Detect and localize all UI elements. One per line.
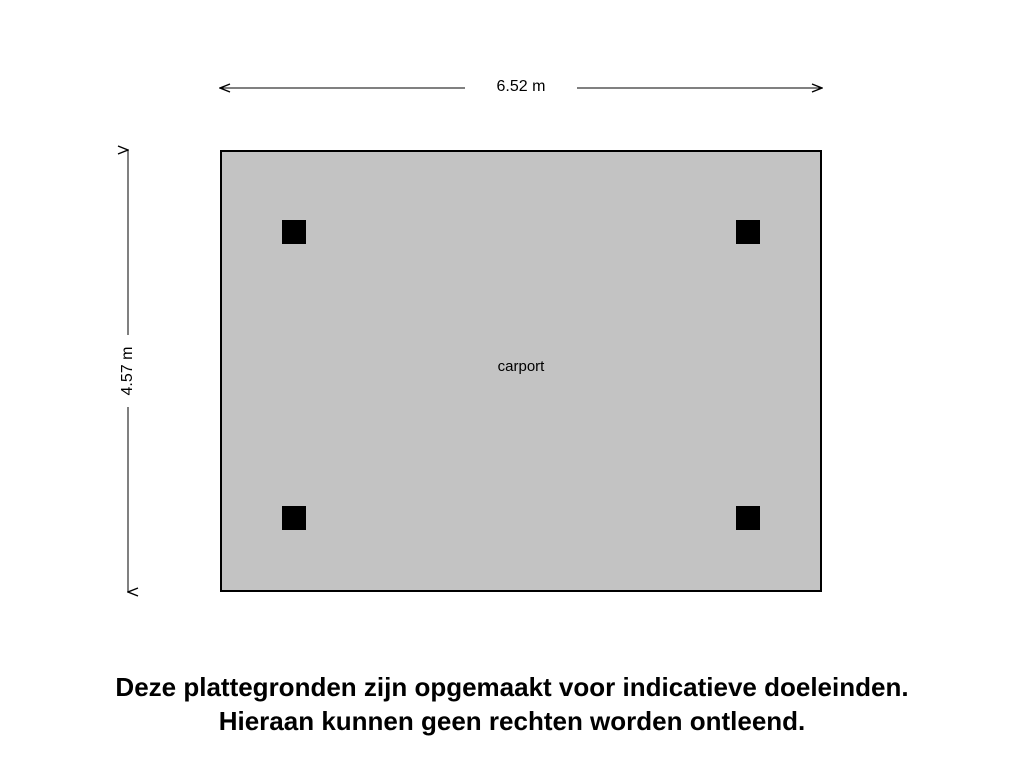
disclaimer-line2: Hieraan kunnen geen rechten worden ontle…: [0, 704, 1024, 738]
dimension-width-label: 6.52 m: [465, 78, 577, 96]
disclaimer-text: Deze plattegronden zijn opgemaakt voor i…: [0, 670, 1024, 738]
pillar: [736, 220, 760, 244]
pillar: [282, 220, 306, 244]
pillar: [736, 506, 760, 530]
pillar: [282, 506, 306, 530]
disclaimer-line1: Deze plattegronden zijn opgemaakt voor i…: [0, 670, 1024, 704]
floorplan-canvas: 6.52 m 4.57 m carport Deze plattegronden…: [0, 0, 1024, 768]
room-label-carport: carport: [220, 358, 822, 375]
dimension-height-label: 4.57 m: [119, 335, 137, 407]
